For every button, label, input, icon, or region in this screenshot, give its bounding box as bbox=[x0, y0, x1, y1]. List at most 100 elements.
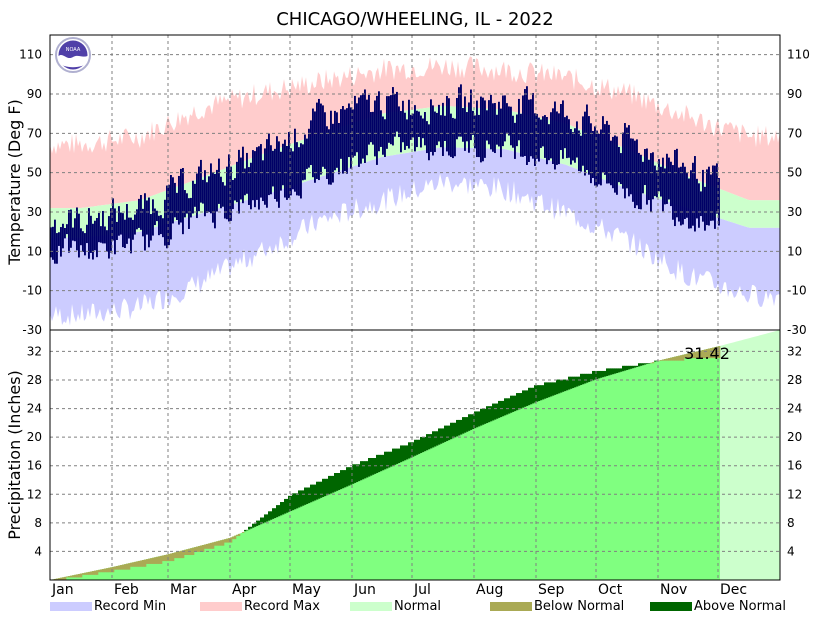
above-normal-day bbox=[614, 368, 617, 374]
precipitation-total-label: 31.42 bbox=[684, 344, 730, 363]
above-normal-day bbox=[386, 451, 389, 469]
below-normal-day bbox=[702, 350, 705, 359]
observed-day-bar bbox=[636, 139, 638, 206]
above-normal-day bbox=[508, 398, 511, 414]
observed-day-bar bbox=[572, 132, 574, 161]
legend-swatch bbox=[50, 601, 92, 611]
observed-day-bar bbox=[224, 185, 226, 219]
legend-swatch bbox=[350, 601, 392, 611]
observed-day-bar bbox=[492, 103, 494, 152]
above-normal-day bbox=[308, 487, 311, 504]
temperature-axis-label: Temperature (Deg F) bbox=[5, 99, 24, 266]
above-normal-day bbox=[450, 422, 453, 440]
observed-day-bar bbox=[376, 95, 378, 165]
below-normal-day bbox=[198, 546, 201, 552]
below-normal-day bbox=[124, 564, 127, 570]
observed-day-bar bbox=[524, 89, 526, 156]
below-normal-day bbox=[698, 350, 701, 359]
observed-day-bar bbox=[606, 120, 608, 184]
observed-day-bar bbox=[188, 198, 190, 229]
observed-day-bar bbox=[138, 198, 140, 228]
below-normal-day bbox=[164, 554, 167, 562]
above-normal-day bbox=[326, 478, 329, 496]
observed-day-bar bbox=[84, 233, 86, 256]
above-normal-day bbox=[654, 360, 657, 362]
observed-day-bar bbox=[554, 101, 556, 170]
below-normal-day bbox=[222, 539, 225, 546]
observed-day-bar bbox=[234, 178, 236, 201]
above-normal-day bbox=[600, 370, 603, 378]
observed-day-bar bbox=[440, 115, 442, 148]
observed-day-bar bbox=[696, 178, 698, 219]
above-normal-day bbox=[298, 490, 301, 508]
below-normal-day bbox=[694, 351, 697, 359]
above-normal-day bbox=[644, 363, 647, 365]
above-normal-day bbox=[286, 498, 289, 513]
legend-label: Record Max bbox=[244, 598, 320, 614]
observed-day-bar bbox=[64, 228, 66, 239]
below-normal-day bbox=[88, 571, 91, 575]
observed-day-bar bbox=[392, 87, 394, 146]
below-normal-day bbox=[706, 349, 709, 359]
observed-day-bar bbox=[580, 135, 582, 172]
observed-day-bar bbox=[322, 105, 324, 167]
above-normal-day bbox=[606, 368, 609, 376]
observed-day-bar bbox=[162, 218, 164, 238]
observed-day-bar bbox=[536, 113, 538, 159]
below-normal-day bbox=[684, 354, 687, 359]
observed-day-bar bbox=[414, 105, 416, 152]
observed-day-bar bbox=[222, 182, 224, 207]
temperature-tick-label: 50 bbox=[27, 166, 42, 180]
above-normal-day bbox=[346, 467, 349, 487]
above-normal-day bbox=[412, 442, 415, 457]
below-normal-day bbox=[238, 533, 241, 537]
above-normal-day bbox=[638, 363, 641, 367]
above-normal-day bbox=[312, 484, 315, 502]
observed-day-bar bbox=[630, 138, 632, 195]
above-normal-day bbox=[656, 360, 659, 362]
observed-day-bar bbox=[288, 132, 290, 199]
below-normal-day bbox=[208, 543, 211, 549]
above-normal-day bbox=[484, 408, 487, 424]
below-normal-day bbox=[142, 560, 145, 567]
observed-day-bar bbox=[98, 213, 100, 243]
below-normal-day bbox=[664, 359, 667, 361]
above-normal-day bbox=[492, 403, 495, 421]
observed-day-bar bbox=[442, 102, 444, 156]
above-normal-day bbox=[338, 473, 341, 490]
observed-day-bar bbox=[436, 112, 438, 146]
legend-normal: Normal bbox=[350, 597, 441, 615]
below-normal-day bbox=[136, 561, 139, 567]
below-normal-day bbox=[220, 540, 223, 546]
observed-day-bar bbox=[640, 154, 642, 210]
above-normal-day bbox=[480, 408, 483, 426]
observed-day-bar bbox=[686, 172, 688, 218]
above-normal-day bbox=[440, 428, 443, 444]
observed-day-bar bbox=[124, 219, 126, 248]
above-normal-day bbox=[324, 478, 327, 497]
observed-day-bar bbox=[612, 136, 614, 189]
above-normal-day bbox=[598, 370, 601, 379]
below-normal-day bbox=[210, 542, 213, 549]
observed-day-bar bbox=[642, 161, 644, 194]
observed-day-bar bbox=[682, 162, 684, 225]
observed-day-bar bbox=[400, 111, 402, 153]
observed-day-bar bbox=[688, 178, 690, 229]
observed-day-bar bbox=[386, 96, 388, 149]
observed-day-bar bbox=[134, 214, 136, 235]
legend-below-normal: Below Normal bbox=[490, 597, 624, 615]
observed-day-bar bbox=[86, 224, 88, 244]
observed-day-bar bbox=[560, 104, 562, 151]
observed-day-bar bbox=[406, 119, 408, 146]
observed-day-bar bbox=[132, 219, 134, 240]
observed-day-bar bbox=[160, 215, 162, 235]
above-normal-day bbox=[458, 419, 461, 436]
above-normal-day bbox=[284, 498, 287, 514]
noaa-logo: NOAA bbox=[55, 37, 91, 73]
below-normal-day bbox=[672, 357, 675, 361]
observed-day-bar bbox=[476, 100, 478, 158]
above-normal-day bbox=[276, 505, 279, 518]
below-normal-day bbox=[146, 559, 149, 564]
below-normal-day bbox=[128, 563, 131, 570]
precipitation-tick-label: 8 bbox=[34, 516, 42, 530]
